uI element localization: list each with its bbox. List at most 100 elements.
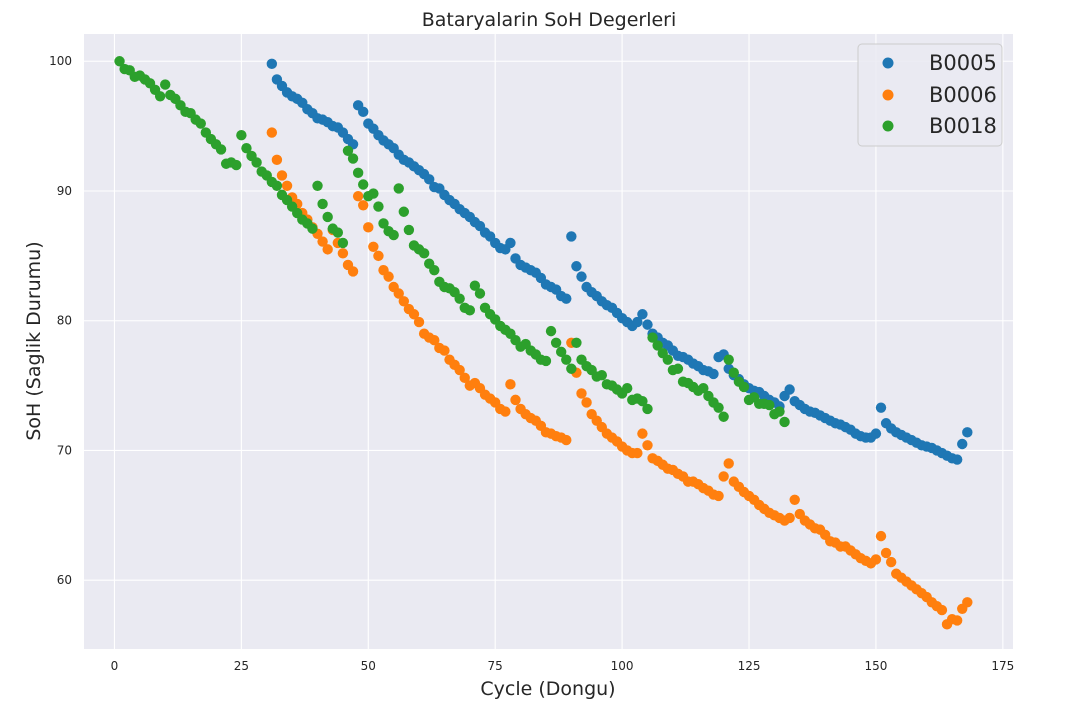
data-point <box>581 397 592 408</box>
grid-lines <box>84 34 1013 649</box>
data-point <box>352 167 364 179</box>
data-point <box>596 370 608 381</box>
data-point <box>621 383 633 394</box>
data-point <box>215 144 227 155</box>
data-point <box>317 236 328 247</box>
legend-label-b0018: B0018 <box>929 114 997 138</box>
legend: B0005 B0006 B0018 <box>857 43 1003 147</box>
data-point <box>875 402 887 413</box>
data-point <box>957 438 968 450</box>
data-point <box>429 264 440 276</box>
data-point <box>241 142 252 154</box>
data-point <box>271 154 283 166</box>
data-point <box>271 180 283 192</box>
data-point <box>332 227 344 238</box>
data-point <box>337 237 349 249</box>
legend-label-b0005: B0005 <box>929 51 997 75</box>
chart-title: Bataryalarin SoH Degerleri <box>422 9 677 31</box>
data-point <box>885 556 897 568</box>
data-point <box>358 106 369 118</box>
data-point <box>561 293 572 304</box>
x-tick-label: 175 <box>991 659 1014 673</box>
data-point <box>505 237 516 249</box>
data-point <box>358 179 369 190</box>
data-point <box>779 416 790 428</box>
data-point <box>454 364 465 376</box>
data-point <box>962 597 973 608</box>
data-point <box>576 388 587 399</box>
data-point <box>368 241 379 252</box>
data-point <box>566 231 577 242</box>
data-point <box>322 244 333 255</box>
data-point <box>652 340 663 351</box>
data-point <box>875 530 887 542</box>
series-b0006 <box>266 127 973 630</box>
data-point <box>393 183 404 194</box>
data-point <box>413 316 425 328</box>
data-point <box>561 434 572 446</box>
data-point <box>550 337 562 348</box>
data-point <box>154 91 166 102</box>
data-point <box>637 395 648 407</box>
data-point <box>880 547 892 559</box>
data-point <box>647 332 658 343</box>
x-axis-ticks: 0 25 50 75 100 125 150 175 <box>111 659 1015 673</box>
data-point <box>342 145 354 156</box>
data-point <box>429 335 440 346</box>
data-point <box>281 180 293 192</box>
series-b0005 <box>266 58 973 465</box>
data-point <box>642 319 653 330</box>
data-point <box>266 58 278 70</box>
legend-marker-b0018 <box>882 120 894 132</box>
y-tick-label: 90 <box>57 184 72 198</box>
data-point <box>398 296 410 307</box>
data-point <box>545 325 557 337</box>
data-point <box>723 458 734 469</box>
data-point <box>789 494 800 505</box>
data-point <box>642 440 653 451</box>
data-point <box>510 394 521 406</box>
data-point <box>951 454 963 465</box>
y-axis-label: SoH (Saglik Durumu) <box>23 241 45 440</box>
data-point <box>388 229 399 241</box>
data-point <box>424 174 435 185</box>
data-point <box>469 280 481 291</box>
data-point <box>347 153 359 164</box>
data-point <box>962 427 973 438</box>
data-point <box>398 206 410 217</box>
data-point <box>561 354 572 365</box>
data-point <box>571 261 582 272</box>
data-point <box>738 381 750 393</box>
y-tick-label: 80 <box>57 314 72 328</box>
data-point <box>723 354 734 365</box>
data-point <box>500 406 511 417</box>
data-point <box>713 402 724 413</box>
x-tick-label: 150 <box>864 659 887 673</box>
x-tick-label: 50 <box>361 659 376 673</box>
legend-label-b0006: B0006 <box>929 83 997 107</box>
data-point <box>718 471 729 482</box>
data-point <box>358 200 369 211</box>
y-tick-label: 100 <box>49 54 72 68</box>
data-point <box>322 211 333 223</box>
y-tick-label: 70 <box>57 443 72 457</box>
data-point <box>160 79 171 90</box>
legend-marker-b0005 <box>882 57 894 69</box>
data-points <box>114 56 973 630</box>
data-point <box>555 346 567 358</box>
data-point <box>276 170 288 181</box>
data-point <box>951 615 963 626</box>
data-point <box>459 372 470 384</box>
data-point <box>764 399 775 411</box>
data-point <box>439 345 450 356</box>
x-tick-label: 25 <box>234 659 249 673</box>
data-point <box>474 288 486 299</box>
data-point <box>352 190 364 202</box>
data-point <box>231 159 242 171</box>
data-point <box>870 554 882 565</box>
data-point <box>718 411 729 422</box>
y-axis-ticks: 60 70 80 90 100 <box>49 54 72 587</box>
data-point <box>642 403 653 415</box>
data-point <box>576 271 587 282</box>
data-point <box>571 337 582 348</box>
